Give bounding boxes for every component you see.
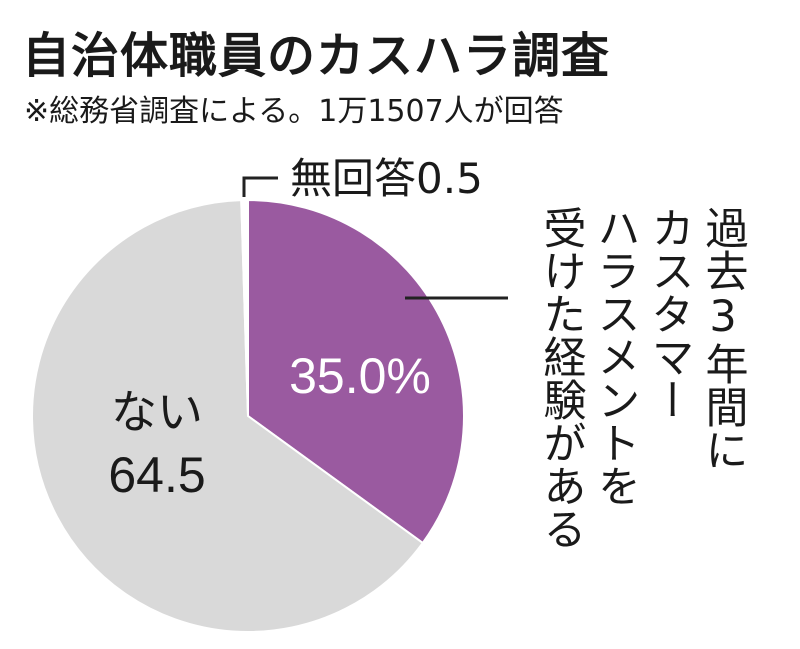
chart-subtitle: ※総務省調査による。1万1507人が回答 (24, 94, 564, 129)
yes-label-line-4: 受けた経験がある (536, 206, 586, 550)
yes-value-label: 35.0% (289, 348, 431, 404)
chart-title: 自治体職員のカスハラ調査 (22, 28, 611, 84)
pie-slice-2 (240, 198, 249, 417)
no-label: ない (111, 385, 203, 439)
noanswer-leader-line (242, 176, 278, 197)
noanswer-label: 無回答0.5 (290, 154, 483, 203)
pie-slice-0 (247, 198, 465, 545)
yes-label-line-3: ハラスメントを (590, 206, 640, 507)
no-value-label: 64.5 (108, 447, 205, 503)
yes-label-line-2: カスタマー (644, 206, 694, 421)
yes-label-line-1: 過去3年間に (698, 206, 748, 471)
pie-slice-1 (31, 199, 425, 633)
